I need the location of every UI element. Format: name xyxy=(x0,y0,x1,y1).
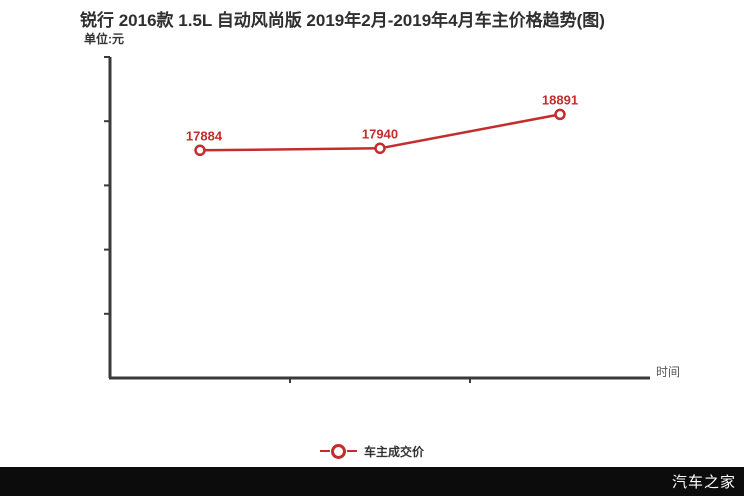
data-point[interactable] xyxy=(554,108,566,121)
data-point[interactable] xyxy=(374,142,386,155)
legend-item-price[interactable]: 车主成交价 xyxy=(0,442,744,460)
legend-label: 车主成交价 xyxy=(363,444,424,459)
chart-title: 锐行 2016款 1.5L 自动风尚版 2019年2月-2019年4月车主价格趋… xyxy=(80,11,605,30)
data-point[interactable] xyxy=(194,144,206,157)
data-point-label: 18891 xyxy=(542,92,578,107)
legend-line-icon xyxy=(346,450,357,452)
watermark-bar: 汽车之家 xyxy=(0,467,744,496)
legend-circle-marker-icon xyxy=(330,443,346,459)
autohome-watermark: 汽车之家 xyxy=(671,474,736,491)
data-point-label: 17884 xyxy=(186,128,223,143)
y-axis-unit-label: 单位:元 xyxy=(84,32,124,46)
legend-line-icon xyxy=(319,450,330,452)
data-point-label: 17940 xyxy=(362,126,398,141)
x-axis-label: 时间 xyxy=(656,365,681,379)
